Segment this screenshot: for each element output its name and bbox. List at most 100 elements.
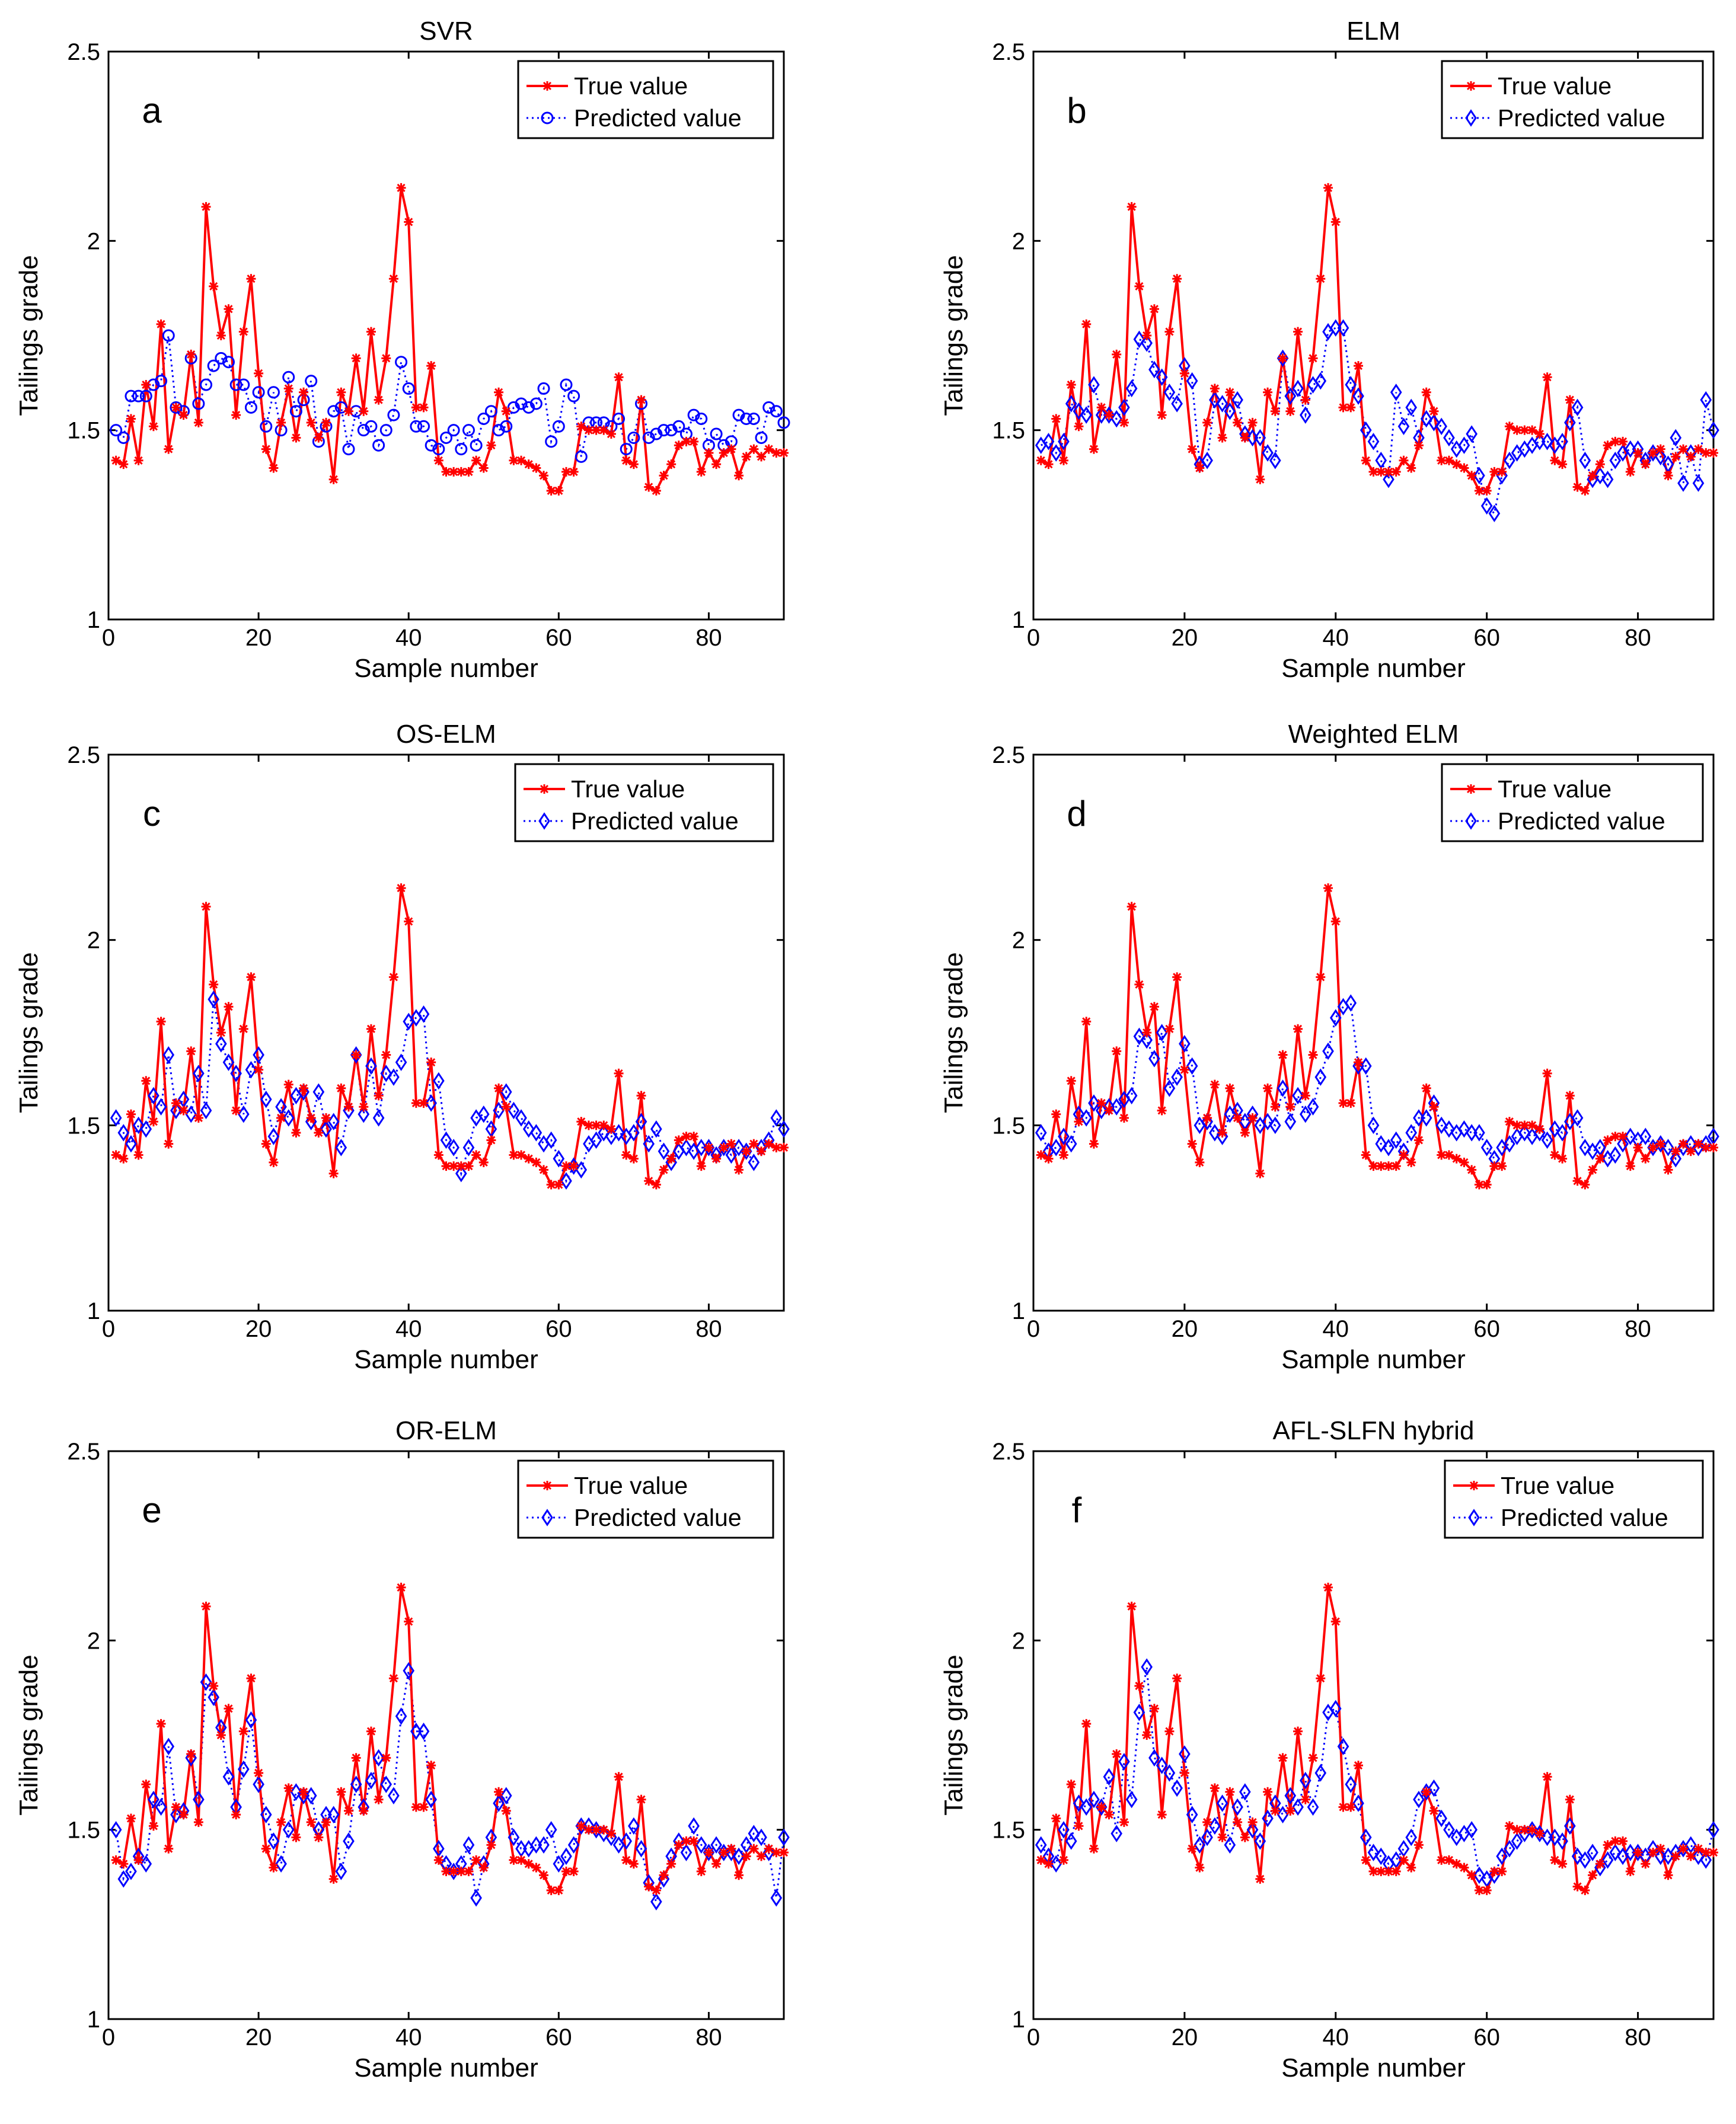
true-value-point	[741, 1146, 751, 1157]
true-value-point	[1240, 1832, 1250, 1842]
predicted-value-point	[522, 401, 535, 414]
predicted-value-point	[1708, 421, 1719, 439]
predicted-value-point	[1541, 1131, 1553, 1149]
predicted-value-point	[1443, 429, 1455, 447]
true-value-point	[1618, 1836, 1628, 1846]
predicted-value-point	[688, 1817, 700, 1835]
true-value-point	[666, 459, 676, 469]
y-axis-label: Tailings grade	[939, 1655, 968, 1816]
true-value-point	[374, 1091, 384, 1101]
predicted-value-point	[229, 378, 242, 391]
predicted-value-point	[665, 1154, 677, 1171]
y-tick-label: 1.5	[67, 1113, 100, 1139]
predicted-value-point	[725, 1146, 738, 1164]
predicted-value-point	[687, 408, 700, 421]
true-value-point	[269, 1863, 279, 1873]
true-value-point	[224, 1002, 234, 1012]
true-value-point	[1247, 417, 1258, 427]
true-value-point	[1451, 1859, 1461, 1869]
predicted-value-point	[1050, 444, 1062, 462]
true-value-point	[343, 406, 353, 416]
y-tick-label: 2	[87, 1628, 100, 1654]
true-value-point	[1354, 1761, 1364, 1771]
true-value-point	[1437, 1855, 1447, 1865]
x-tick-label: 60	[1473, 1316, 1500, 1342]
y-tick-label: 1.5	[67, 418, 100, 444]
true-value-point	[1391, 467, 1401, 477]
true-value-point	[1383, 467, 1393, 477]
true-value-point	[1043, 459, 1054, 469]
y-tick-label: 2	[1012, 228, 1025, 254]
predicted-value-point	[748, 1154, 760, 1171]
y-tick-label: 2.5	[67, 1439, 100, 1465]
true-value-point	[1437, 455, 1447, 465]
predicted-value-point	[1504, 1135, 1515, 1153]
true-value-point	[1142, 1730, 1152, 1740]
true-value-point	[1195, 1863, 1205, 1873]
predicted-value-point	[1088, 1094, 1100, 1112]
true-value-point	[531, 1863, 541, 1873]
predicted-value-point	[1428, 414, 1440, 432]
predicted-value-point	[650, 1120, 662, 1138]
predicted-value-point	[1625, 1128, 1636, 1145]
true-value-point	[193, 1817, 203, 1827]
true-value-point	[1263, 1083, 1273, 1093]
true-value-point	[1233, 1113, 1243, 1123]
true-value-point	[366, 1024, 376, 1034]
true-value-point	[1285, 406, 1295, 416]
true-value-point	[1240, 1128, 1250, 1138]
true-value-point	[404, 1617, 414, 1627]
true-value-point	[1406, 1863, 1416, 1873]
predicted-value-point	[395, 1707, 407, 1725]
predicted-value-point	[222, 1768, 235, 1786]
predicted-value-point	[1367, 1844, 1380, 1861]
predicted-value-point	[305, 1113, 317, 1130]
predicted-value-point	[695, 1139, 707, 1157]
true-value-point	[269, 463, 279, 473]
legend-true-marker	[1466, 784, 1476, 794]
true-value-point	[1066, 1076, 1076, 1086]
predicted-value-point	[193, 1065, 205, 1082]
true-value-point	[1255, 1168, 1265, 1178]
predicted-value-point	[732, 408, 745, 421]
true-value-point	[471, 455, 481, 465]
true-value-point	[1354, 361, 1364, 371]
predicted-value-point	[515, 397, 528, 410]
true-value-point	[546, 1885, 556, 1895]
predicted-value-point	[1065, 395, 1077, 413]
predicted-value-point	[358, 1105, 370, 1123]
true-value-point	[494, 1083, 504, 1093]
true-value-point	[674, 1840, 684, 1850]
predicted-value-point	[755, 431, 768, 444]
true-value-point	[1701, 1142, 1711, 1152]
true-value-point	[779, 1142, 789, 1152]
legend-true-marker	[542, 81, 552, 91]
predicted-value-point	[1231, 1798, 1243, 1816]
true-value-point	[741, 1851, 751, 1861]
true-value-point	[1187, 1844, 1197, 1854]
true-value-point	[1036, 1150, 1046, 1160]
true-value-point	[1278, 353, 1288, 363]
x-tick-label: 20	[245, 2024, 272, 2050]
true-value-point	[186, 1046, 196, 1056]
true-value-point	[1255, 1874, 1265, 1884]
true-value-point	[133, 455, 143, 465]
true-value-point	[178, 410, 189, 420]
predicted-value-point	[222, 1053, 235, 1071]
predicted-value-point	[484, 405, 497, 418]
y-axis-label: Tailings grade	[14, 255, 43, 416]
predicted-value-point	[1118, 1753, 1130, 1771]
predicted-value-point	[1496, 467, 1508, 485]
predicted-value-point	[132, 1116, 145, 1135]
true-value-point	[1293, 327, 1303, 337]
true-value-point	[1217, 1128, 1227, 1138]
true-value-point	[1459, 1863, 1469, 1873]
true-value-point	[1376, 467, 1386, 477]
x-tick-label: 20	[1172, 1316, 1198, 1342]
true-value-point	[478, 463, 489, 473]
true-value-point	[1270, 1102, 1280, 1112]
predicted-value-point	[538, 1836, 550, 1854]
predicted-value-point	[1292, 379, 1304, 398]
true-value-point	[1368, 1161, 1378, 1171]
true-value-point	[1603, 440, 1613, 451]
